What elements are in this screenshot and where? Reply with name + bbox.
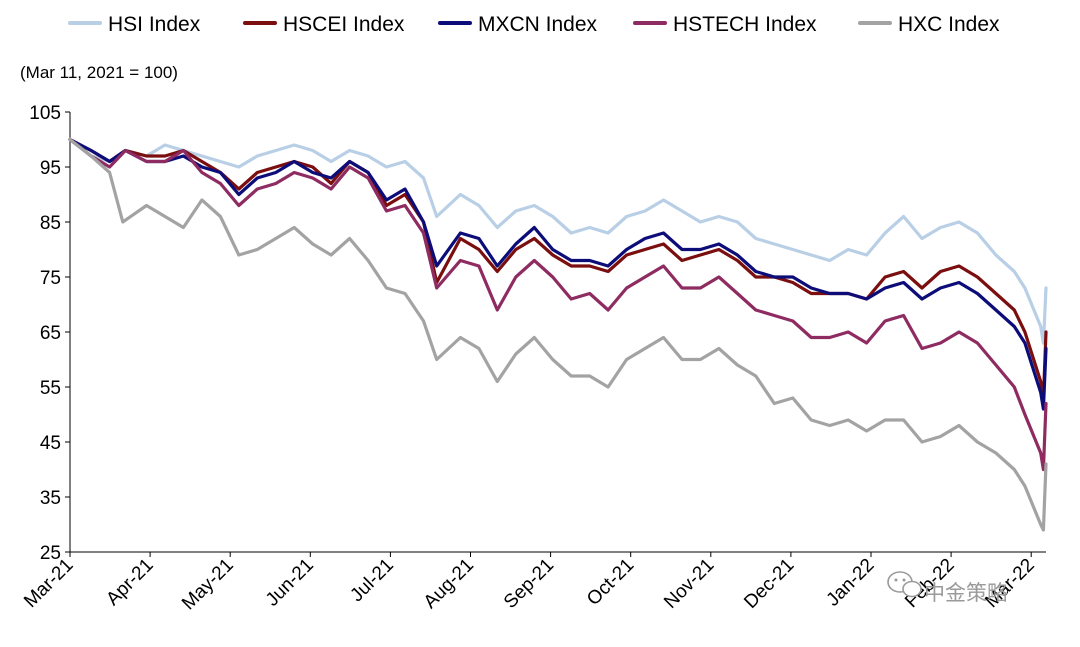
plot-area <box>68 137 1048 532</box>
legend-label: HSCEI Index <box>283 13 405 36</box>
y-tick-label: 65 <box>40 323 61 344</box>
x-tick-label: Dec-21 <box>740 555 798 613</box>
unit-label: (Mar 11, 2021 = 100) <box>20 63 178 82</box>
x-axis: Mar-21 Apr-21 May-21 Jun-21 Jul-21 Aug-21 Sep-… <box>20 551 1046 615</box>
y-tick-label: 45 <box>40 433 61 454</box>
series-line-1 <box>68 137 1048 400</box>
legend-label: HSTECH Index <box>673 13 817 36</box>
legend-label: MXCN Index <box>478 13 598 36</box>
x-tick-label: Apr-21 <box>102 555 157 610</box>
y-axis: 105 95 85 75 65 55 45 35 25 <box>29 103 71 564</box>
y-tick-label: 105 <box>29 103 61 124</box>
x-tick-label: Aug-21 <box>420 555 478 613</box>
y-tick-label: 85 <box>40 213 61 234</box>
legend-label: HXC Index <box>898 13 1000 36</box>
x-tick-label: May-21 <box>178 555 238 615</box>
watermark: 中金策略 <box>887 571 1008 605</box>
y-tick-label: 75 <box>40 268 61 289</box>
y-tick-label: 35 <box>40 488 61 509</box>
series-line-2 <box>68 137 1048 411</box>
legend-label: HSI Index <box>108 13 201 36</box>
x-tick-label: Sep-21 <box>500 555 558 613</box>
series-line-0 <box>68 137 1048 345</box>
x-tick-label: Oct-21 <box>583 555 638 610</box>
y-tick-label: 55 <box>40 378 61 399</box>
x-tick-label: Jan-22 <box>823 555 879 611</box>
legend: HSI Index HSCEI Index MXCN Index HSTECH Ind… <box>68 13 1000 36</box>
series-line-3 <box>68 137 1048 472</box>
series-line-4 <box>68 137 1048 532</box>
wechat-icon <box>887 571 922 598</box>
y-tick-label: 25 <box>40 543 61 564</box>
x-tick-label: Jun-21 <box>262 555 318 611</box>
x-tick-label: Jul-21 <box>346 555 397 606</box>
y-tick-label: 95 <box>40 158 61 179</box>
x-tick-label: Nov-21 <box>660 555 718 613</box>
watermark-text: 中金策略 <box>924 582 1008 605</box>
